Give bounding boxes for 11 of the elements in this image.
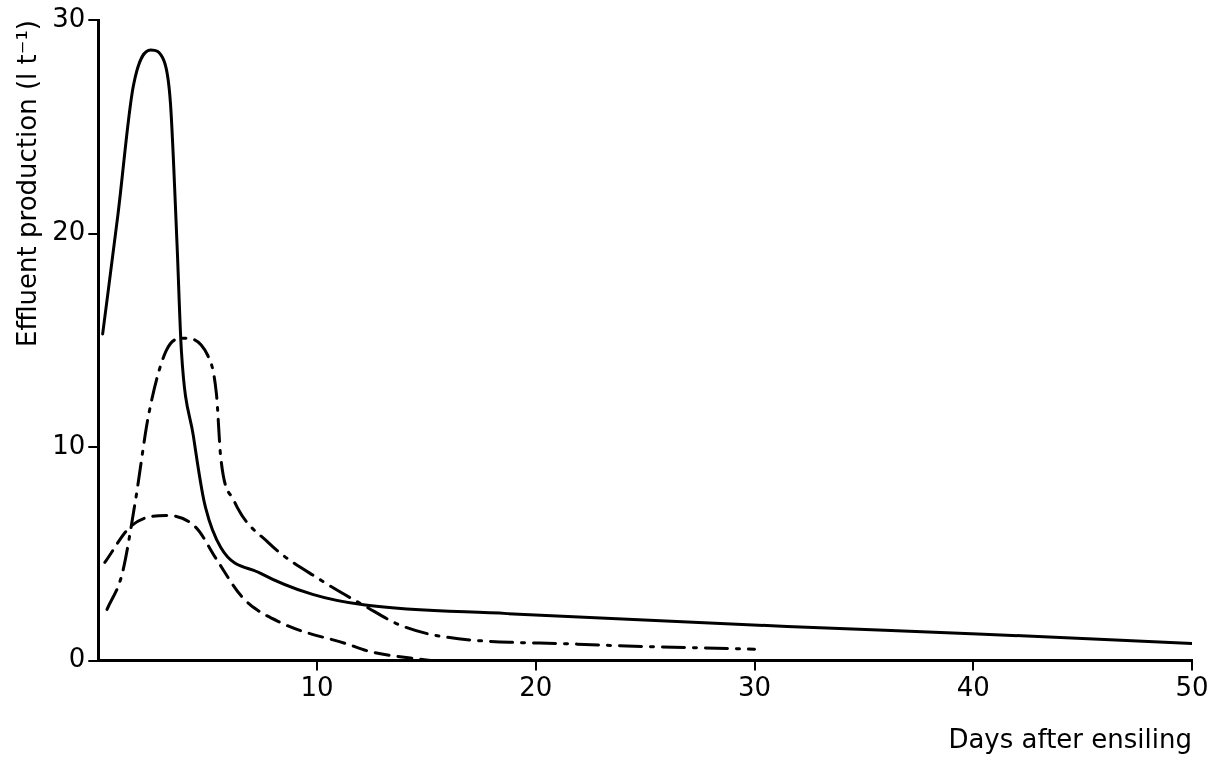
y-tick-label: 10 xyxy=(52,429,86,460)
y-tick-label: 0 xyxy=(68,643,86,674)
x-tick-label: 10 xyxy=(300,671,334,702)
y-axis-title: Effluent production (l t⁻¹) xyxy=(12,20,43,347)
y-tick-label: 30 xyxy=(52,2,86,33)
x-tick-label: 30 xyxy=(737,671,772,702)
x-tick-label: 40 xyxy=(956,671,990,702)
x-tick-label: 20 xyxy=(519,671,553,702)
x-tick-label: 50 xyxy=(1175,671,1209,702)
y-tick-label: 20 xyxy=(52,216,86,247)
x-axis-title: Days after ensiling xyxy=(948,724,1192,755)
